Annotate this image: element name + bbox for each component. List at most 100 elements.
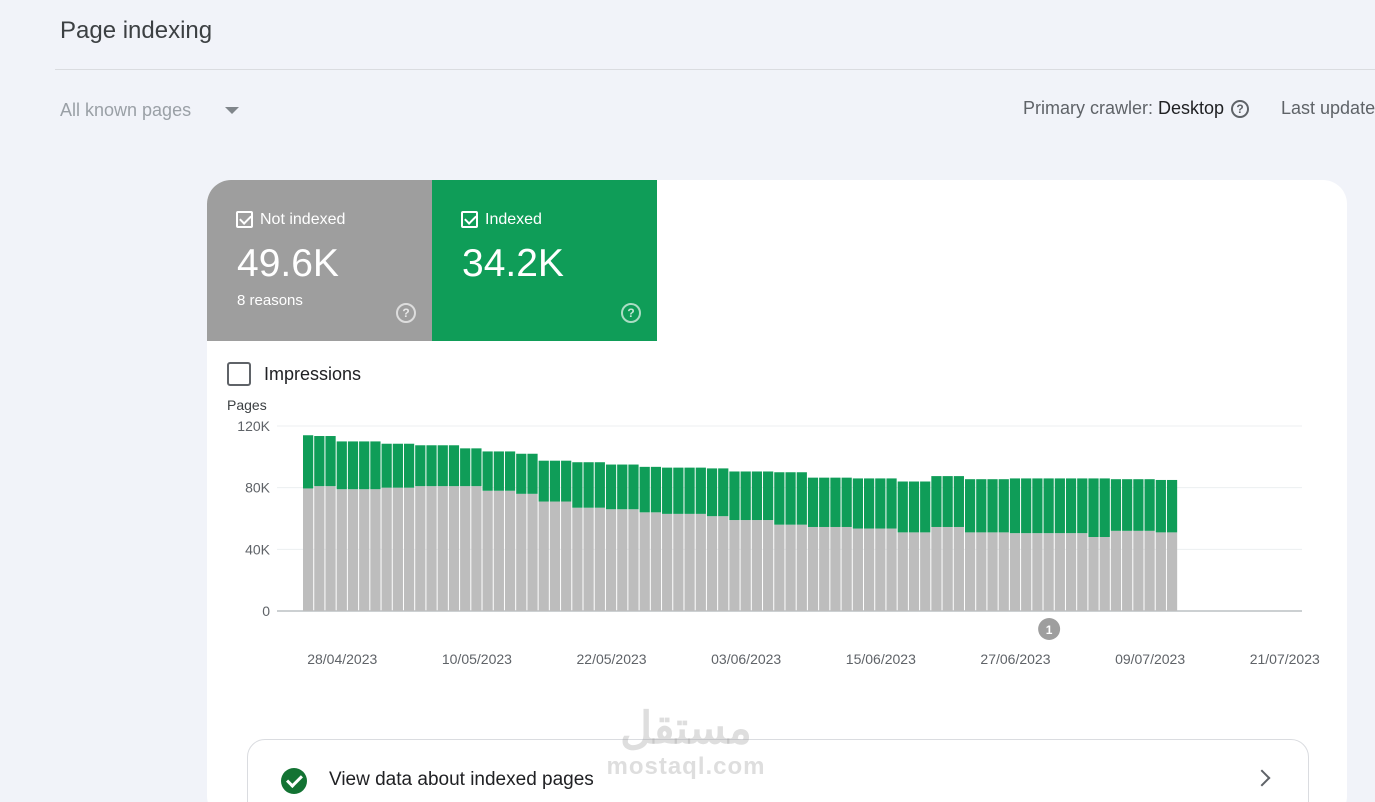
impressions-toggle[interactable]: Impressions xyxy=(227,362,361,386)
not-indexed-bar xyxy=(594,507,605,611)
indexed-tile[interactable]: Indexed 34.2K ? xyxy=(432,180,657,341)
not-indexed-bar xyxy=(314,486,325,611)
indexed-bar xyxy=(1009,478,1021,534)
indexed-bar xyxy=(942,476,953,527)
not-indexed-bar xyxy=(976,532,987,611)
y-axis-label: Pages xyxy=(227,400,267,413)
indexed-bar xyxy=(852,478,863,529)
crawler-help-icon[interactable]: ? xyxy=(1231,99,1250,118)
not-indexed-bar xyxy=(549,501,561,611)
indexed-bar xyxy=(381,443,392,488)
x-tick-label: 10/05/2023 xyxy=(442,651,512,667)
checkbox-unchecked-icon[interactable] xyxy=(227,362,251,386)
not-indexed-bar xyxy=(897,532,908,611)
not-indexed-bar xyxy=(1155,532,1166,611)
indexed-bar xyxy=(314,436,325,487)
indexed-bar xyxy=(1088,478,1099,537)
not-indexed-bar xyxy=(920,532,931,611)
indexed-bar xyxy=(403,443,415,488)
not-indexed-bar xyxy=(852,528,863,611)
indexed-bar xyxy=(964,479,976,533)
y-tick-label: 0 xyxy=(262,603,270,619)
last-updated: Last update xyxy=(1281,98,1375,118)
not-indexed-count: 49.6K xyxy=(237,242,339,285)
indexed-bar xyxy=(527,453,538,494)
indexed-bar xyxy=(370,441,381,490)
indexed-bar xyxy=(1054,478,1065,534)
impressions-label: Impressions xyxy=(264,363,362,384)
x-tick-label: 15/06/2023 xyxy=(846,651,916,667)
indexed-bar xyxy=(415,445,426,487)
indexed-bar xyxy=(482,451,493,491)
not-indexed-bar xyxy=(1088,537,1099,611)
indexed-bar xyxy=(976,479,987,533)
indexed-bar xyxy=(931,476,942,527)
indexed-bar xyxy=(471,448,482,487)
indexed-bar xyxy=(673,467,684,514)
indexed-bar xyxy=(908,481,920,533)
indexed-label: Indexed xyxy=(485,211,542,228)
indexed-bar xyxy=(448,445,460,487)
not-indexed-bar xyxy=(359,489,370,611)
page-title: Page indexing xyxy=(60,17,213,44)
indexed-bar xyxy=(841,477,852,527)
indexed-bar xyxy=(583,462,594,508)
indexed-bar xyxy=(1077,478,1088,534)
not-indexed-bar xyxy=(347,489,359,611)
indexed-bar xyxy=(953,476,964,527)
help-icon[interactable]: ? xyxy=(396,303,416,323)
indexed-bar xyxy=(538,460,549,502)
not-indexed-bar xyxy=(561,501,572,611)
indexed-bar xyxy=(763,471,774,521)
not-indexed-bar xyxy=(774,524,785,611)
indexed-bar xyxy=(1155,479,1166,533)
not-indexed-bar xyxy=(908,532,920,611)
x-tick-label: 03/06/2023 xyxy=(711,651,781,667)
indexed-bar xyxy=(460,448,471,487)
not-indexed-bar xyxy=(964,532,976,611)
not-indexed-bar xyxy=(583,507,594,611)
indexed-bar xyxy=(987,479,998,533)
not-indexed-bar xyxy=(1032,533,1043,611)
indexed-bar xyxy=(561,460,572,502)
indexed-bar xyxy=(875,478,886,529)
not-indexed-bar xyxy=(740,520,751,611)
not-indexed-bar xyxy=(706,516,718,611)
not-indexed-bar xyxy=(662,513,673,611)
x-tick-label: 21/07/2023 xyxy=(1250,651,1320,667)
indexed-bar xyxy=(1110,479,1122,531)
checkbox-checked-icon[interactable] xyxy=(461,211,478,228)
not-indexed-bar xyxy=(931,526,942,611)
checkbox-checked-icon[interactable] xyxy=(236,211,253,228)
y-tick-label: 80K xyxy=(245,480,271,496)
not-indexed-bar xyxy=(639,512,650,611)
page-filter-dropdown[interactable]: All known pages xyxy=(60,100,240,121)
page-filter-label: All known pages xyxy=(60,100,192,120)
indexed-bar xyxy=(920,481,931,533)
indexed-bar xyxy=(1043,478,1054,534)
not-indexed-bar xyxy=(751,520,763,611)
indexed-bar xyxy=(347,441,359,490)
primary-crawler-info: Primary crawler: Desktop ? xyxy=(1023,98,1250,119)
not-indexed-bar xyxy=(471,486,482,611)
x-tick-label: 28/04/2023 xyxy=(307,651,377,667)
not-indexed-bar xyxy=(370,489,381,611)
not-indexed-bar xyxy=(718,516,729,611)
check-circle-icon xyxy=(281,768,307,794)
not-indexed-bar xyxy=(841,526,852,611)
indexed-bar xyxy=(695,467,706,514)
indexed-bar xyxy=(336,441,347,490)
not-indexed-tile[interactable]: Not indexed 49.6K 8 reasons ? xyxy=(207,180,432,341)
help-icon[interactable]: ? xyxy=(621,303,641,323)
y-tick-label: 120K xyxy=(237,418,270,434)
indexed-bar xyxy=(605,464,617,510)
not-indexed-bar xyxy=(886,528,897,611)
not-indexed-bar xyxy=(684,513,695,611)
indexed-bar xyxy=(897,481,908,533)
not-indexed-bar xyxy=(1009,533,1021,611)
not-indexed-bar xyxy=(819,526,830,611)
not-indexed-bar xyxy=(504,490,516,611)
indexed-bar xyxy=(1133,479,1144,531)
not-indexed-bar xyxy=(763,520,774,611)
view-indexed-pages-link[interactable]: View data about indexed pages xyxy=(247,739,1309,802)
